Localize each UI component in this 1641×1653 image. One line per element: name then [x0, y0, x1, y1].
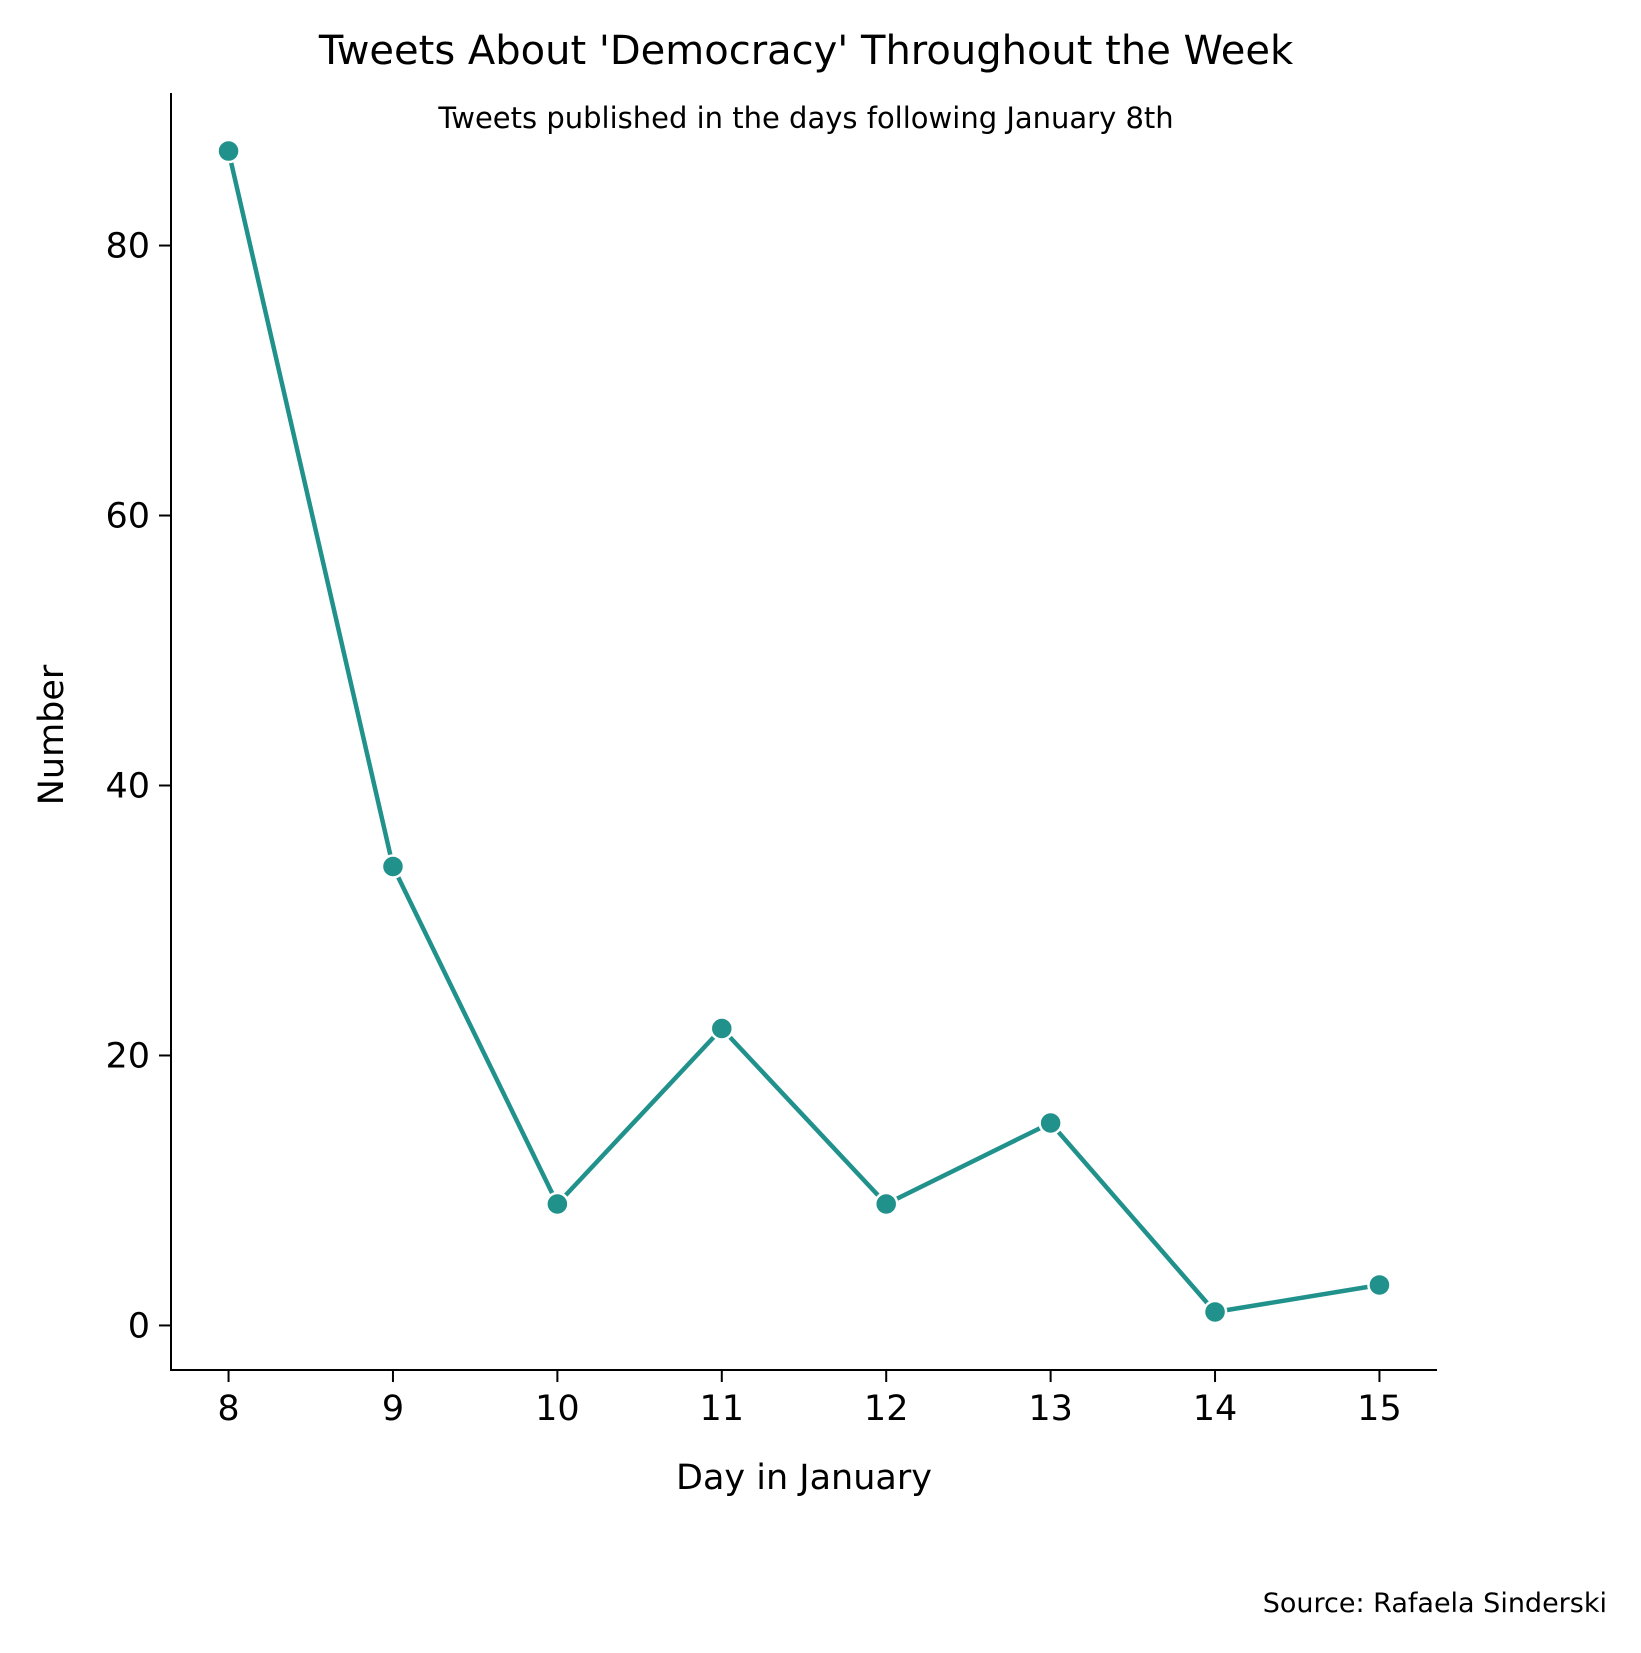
x-tick-label: 11: [700, 1389, 745, 1429]
x-tick-label: 12: [864, 1389, 909, 1429]
data-point: [711, 1017, 733, 1039]
x-ticks: 8 9 10 11 12 13 14 15: [217, 1370, 1401, 1429]
data-point: [218, 140, 240, 162]
data-point: [875, 1193, 897, 1215]
x-tick-label: 10: [535, 1389, 580, 1429]
x-tick-label: 15: [1357, 1389, 1402, 1429]
y-tick-label: 60: [105, 497, 150, 537]
y-tick-label: 20: [105, 1036, 150, 1076]
x-axis-label: Day in January: [676, 1458, 932, 1498]
data-point: [546, 1193, 568, 1215]
data-point: [1368, 1274, 1390, 1296]
y-tick-label: 80: [105, 227, 150, 267]
data-point: [1204, 1301, 1226, 1323]
x-tick-label: 13: [1028, 1389, 1073, 1429]
x-tick-label: 9: [382, 1389, 404, 1429]
y-tick-label: 40: [105, 766, 150, 806]
data-point: [382, 855, 404, 877]
y-ticks: 0 20 40 60 80: [105, 227, 171, 1347]
series-line: [229, 151, 1380, 1312]
x-tick-label: 8: [217, 1389, 239, 1429]
data-point: [1040, 1112, 1062, 1134]
y-tick-label: 0: [128, 1306, 150, 1346]
y-axis-label: Number: [32, 664, 72, 805]
plot-area: [218, 140, 1391, 1323]
chart-title: Tweets About 'Democracy' Throughout the …: [318, 28, 1294, 74]
x-tick-label: 14: [1193, 1389, 1238, 1429]
chart-subtitle: Tweets published in the days following J…: [437, 101, 1173, 135]
source-note: Source: Rafaela Sinderski: [1263, 1588, 1607, 1619]
